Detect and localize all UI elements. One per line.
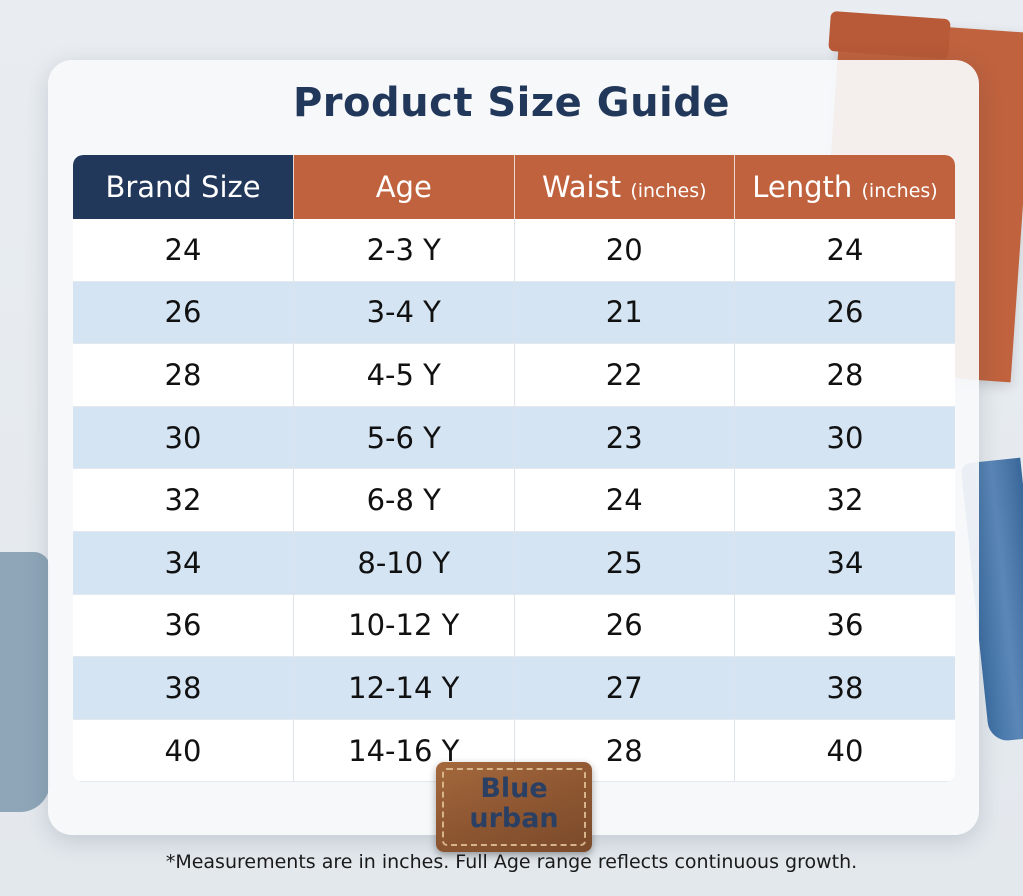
orange-shirt-sleeve xyxy=(828,10,951,60)
cell-length: 36 xyxy=(734,594,955,658)
cell-waist: 24 xyxy=(514,468,735,532)
header-label: Waist xyxy=(541,170,622,204)
cell-length: 40 xyxy=(734,719,955,783)
cell-waist: 20 xyxy=(514,219,735,282)
brand-logo-line2: urban xyxy=(469,803,559,834)
table-row: 36 10-12 Y 26 36 xyxy=(73,594,955,658)
brand-logo-line1: Blue xyxy=(480,773,548,804)
cell-length: 34 xyxy=(734,531,955,595)
header-age: Age xyxy=(293,155,515,219)
header-brand-size: Brand Size xyxy=(73,155,294,219)
footnote: *Measurements are in inches. Full Age ra… xyxy=(165,851,858,873)
cell-brand-size: 24 xyxy=(73,219,294,282)
cell-age: 4-5 Y xyxy=(293,343,515,407)
size-table: Brand Size Age Waist (inches) Length (in… xyxy=(73,155,955,783)
cell-waist: 27 xyxy=(514,656,735,720)
cell-length: 24 xyxy=(734,219,955,282)
brand-logo: Blue urban xyxy=(436,774,592,834)
cell-length: 26 xyxy=(734,281,955,345)
patch-stitching xyxy=(442,768,586,846)
cell-brand-size: 30 xyxy=(73,406,294,470)
brand-leather-patch: Blue urban xyxy=(436,762,592,852)
cell-waist: 22 xyxy=(514,343,735,407)
table-row: 38 12-14 Y 27 38 xyxy=(73,656,955,720)
header-label: Length xyxy=(752,170,853,204)
cell-waist: 25 xyxy=(514,531,735,595)
table-row: 28 4-5 Y 22 28 xyxy=(73,343,955,407)
cell-brand-size: 36 xyxy=(73,594,294,658)
table-row: 26 3-4 Y 21 26 xyxy=(73,281,955,345)
header-waist: Waist (inches) xyxy=(514,155,735,219)
cell-length: 30 xyxy=(734,406,955,470)
cell-age: 6-8 Y xyxy=(293,468,515,532)
table-row: 34 8-10 Y 25 34 xyxy=(73,531,955,595)
cell-length: 38 xyxy=(734,656,955,720)
cell-waist: 23 xyxy=(514,406,735,470)
cell-waist: 21 xyxy=(514,281,735,345)
cell-brand-size: 38 xyxy=(73,656,294,720)
table-row: 40 14-16 Y 28 40 xyxy=(73,719,955,783)
blue-shirt-background xyxy=(0,552,50,812)
cell-brand-size: 40 xyxy=(73,719,294,783)
header-unit: (inches) xyxy=(630,180,707,202)
header-label: Brand Size xyxy=(105,170,261,204)
table-row: 32 6-8 Y 24 32 xyxy=(73,468,955,532)
cell-age: 12-14 Y xyxy=(293,656,515,720)
cell-brand-size: 32 xyxy=(73,468,294,532)
cell-age: 10-12 Y xyxy=(293,594,515,658)
cell-age: 2-3 Y xyxy=(293,219,515,282)
cell-age: 5-6 Y xyxy=(293,406,515,470)
header-label: Age xyxy=(375,170,432,204)
cell-brand-size: 26 xyxy=(73,281,294,345)
cell-waist: 26 xyxy=(514,594,735,658)
table-header-row: Brand Size Age Waist (inches) Length (in… xyxy=(73,155,955,219)
cell-brand-size: 34 xyxy=(73,531,294,595)
table-row: 30 5-6 Y 23 30 xyxy=(73,406,955,470)
cell-age: 3-4 Y xyxy=(293,281,515,345)
page-title: Product Size Guide xyxy=(292,80,731,126)
cell-age: 8-10 Y xyxy=(293,531,515,595)
cell-length: 32 xyxy=(734,468,955,532)
cell-brand-size: 28 xyxy=(73,343,294,407)
header-length: Length (inches) xyxy=(734,155,955,219)
header-unit: (inches) xyxy=(861,180,938,202)
table-row: 24 2-3 Y 20 24 xyxy=(73,219,955,282)
cell-age: 14-16 Y xyxy=(293,719,515,783)
cell-length: 28 xyxy=(734,343,955,407)
